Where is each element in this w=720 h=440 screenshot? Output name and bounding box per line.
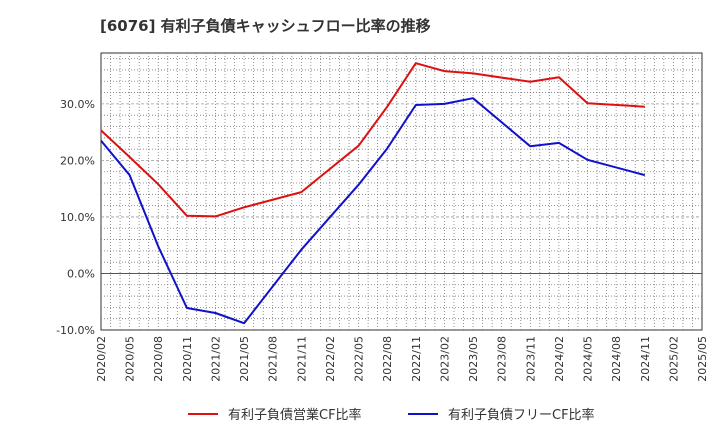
x-tick-label: 2025/05 xyxy=(696,336,709,382)
plot-area xyxy=(100,52,703,331)
x-tick-label: 2024/08 xyxy=(610,336,623,382)
x-tick-label: 2021/05 xyxy=(238,336,251,382)
y-axis-tick-labels: -10.0% 0.0% 10.0% 20.0% 30.0% xyxy=(56,98,95,337)
y-tick-label: -10.0% xyxy=(56,324,95,337)
legend: 有利子負債営業CF比率 有利子負債フリーCF比率 xyxy=(188,407,595,423)
legend-label-1: 有利子負債営業CF比率 xyxy=(228,407,362,423)
legend-label-2: 有利子負債フリーCF比率 xyxy=(448,407,595,423)
x-tick-label: 2022/08 xyxy=(381,336,394,382)
x-tick-label: 2021/08 xyxy=(267,336,280,382)
x-tick-label: 2024/11 xyxy=(639,336,652,382)
series-lines xyxy=(100,62,646,325)
y-tick-label: 20.0% xyxy=(60,154,95,167)
plot-border xyxy=(100,52,703,331)
x-tick-label: 2024/05 xyxy=(582,336,595,382)
x-tick-label: 2022/05 xyxy=(353,336,366,382)
x-tick-label: 2022/11 xyxy=(410,336,423,382)
y-tick-label: 0.0% xyxy=(67,267,95,280)
x-tick-label: 2023/11 xyxy=(524,336,537,382)
horizontal-gridlines xyxy=(101,58,702,320)
x-tick-label: 2020/05 xyxy=(124,336,137,382)
y-tick-label: 10.0% xyxy=(60,211,95,224)
x-tick-label: 2023/02 xyxy=(438,336,451,382)
x-tick-label: 2024/02 xyxy=(553,336,566,382)
series-line-1 xyxy=(100,62,645,218)
x-tick-label: 2020/08 xyxy=(152,336,165,382)
x-tick-label: 2021/11 xyxy=(295,336,308,382)
x-tick-label: 2022/02 xyxy=(324,336,337,382)
vertical-gridlines xyxy=(110,53,693,330)
x-tick-label: 2021/02 xyxy=(209,336,222,382)
x-tick-label: 2023/05 xyxy=(467,336,480,382)
x-tick-label: 2025/02 xyxy=(667,336,680,382)
x-tick-label: 2023/08 xyxy=(496,336,509,382)
x-tick-label: 2020/11 xyxy=(181,336,194,382)
series-line-2 xyxy=(100,97,646,325)
chart-title: [6076] 有利子負債キャッシュフロー比率の推移 xyxy=(100,17,431,35)
x-tick-label: 2020/02 xyxy=(95,336,108,382)
y-tick-label: 30.0% xyxy=(60,98,95,111)
x-axis-tick-labels: 2020/02 2020/05 2020/08 2020/11 2021/02 2021/… xyxy=(95,336,709,382)
